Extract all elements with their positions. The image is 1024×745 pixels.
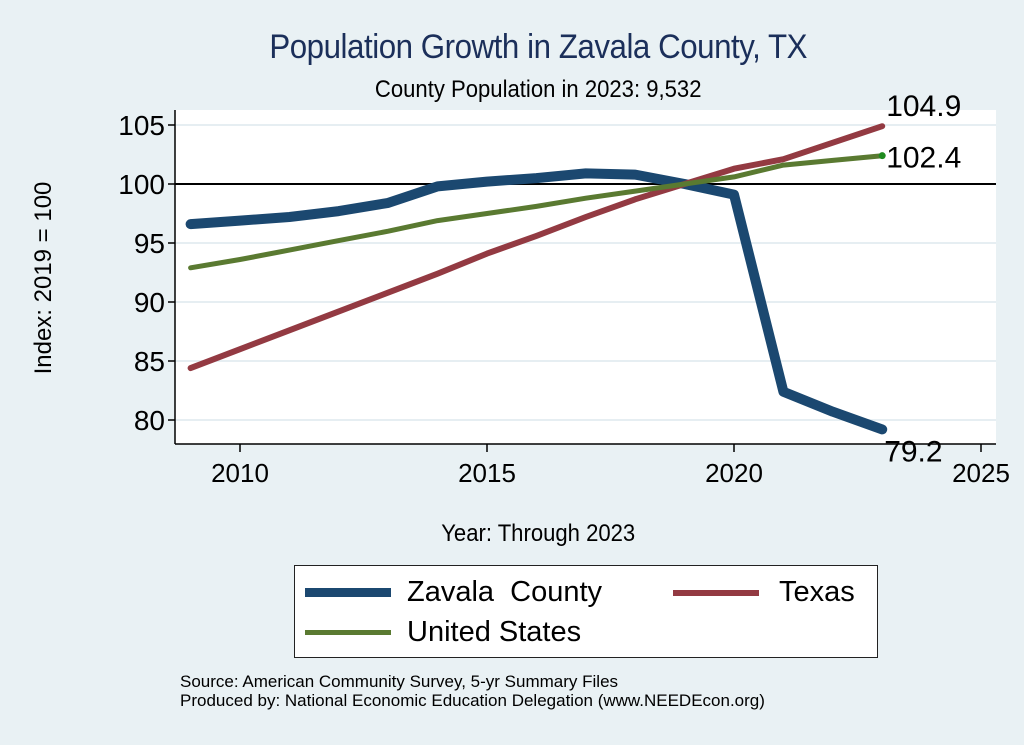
y-axis-title: Index: 2019 = 100 bbox=[30, 181, 57, 375]
chart-title: Population Growth in Zavala County, TX bbox=[269, 28, 808, 66]
produced-by-line: Produced by: National Economic Education… bbox=[180, 691, 765, 710]
series-line-texas bbox=[187, 123, 886, 372]
legend-label-zavala: Zavala County bbox=[407, 576, 603, 608]
source-note: Source: American Community Survey, 5-yr … bbox=[180, 672, 765, 710]
legend-label-us: United States bbox=[407, 616, 582, 648]
legend-item-zavala: Zavala County bbox=[305, 576, 602, 609]
legend-swatch-texas bbox=[673, 589, 759, 596]
series-line-zavala bbox=[185, 168, 888, 435]
y-tick-label-90: 90 bbox=[134, 287, 165, 318]
x-axis-title: Year: Through 2023 bbox=[441, 520, 636, 547]
x-tick-label-2020: 2020 bbox=[705, 458, 763, 488]
y-tick-label-80: 80 bbox=[134, 405, 165, 436]
legend-swatch-zavala bbox=[305, 588, 391, 597]
chart-subtitle: County Population in 2023: 9,532 bbox=[374, 76, 702, 103]
x-tick-label-2025: 2025 bbox=[952, 458, 1010, 488]
legend-item-texas: Texas bbox=[673, 576, 855, 609]
plot-area bbox=[175, 110, 996, 444]
x-tick-label-2015: 2015 bbox=[458, 458, 516, 488]
y-tick-label-95: 95 bbox=[134, 228, 165, 259]
x-tick-label-2010: 2010 bbox=[211, 458, 269, 488]
series-line-united-states bbox=[188, 153, 885, 271]
source-line: Source: American Community Survey, 5-yr … bbox=[180, 672, 619, 691]
end-label-zavala: 79.2 bbox=[884, 435, 942, 468]
legend-item-us: United States bbox=[305, 616, 581, 649]
y-tick-label-100: 100 bbox=[118, 169, 165, 200]
end-marker-united-states bbox=[878, 152, 886, 160]
end-label-united-states: 102.4 bbox=[886, 142, 961, 175]
legend-label-texas: Texas bbox=[779, 576, 855, 608]
legend: Zavala County Texas United States bbox=[294, 565, 878, 658]
y-tick-label-105: 105 bbox=[118, 110, 165, 141]
y-tick-label-85: 85 bbox=[134, 346, 165, 377]
end-label-texas: 104.9 bbox=[886, 90, 961, 123]
legend-swatch-us bbox=[305, 630, 391, 635]
